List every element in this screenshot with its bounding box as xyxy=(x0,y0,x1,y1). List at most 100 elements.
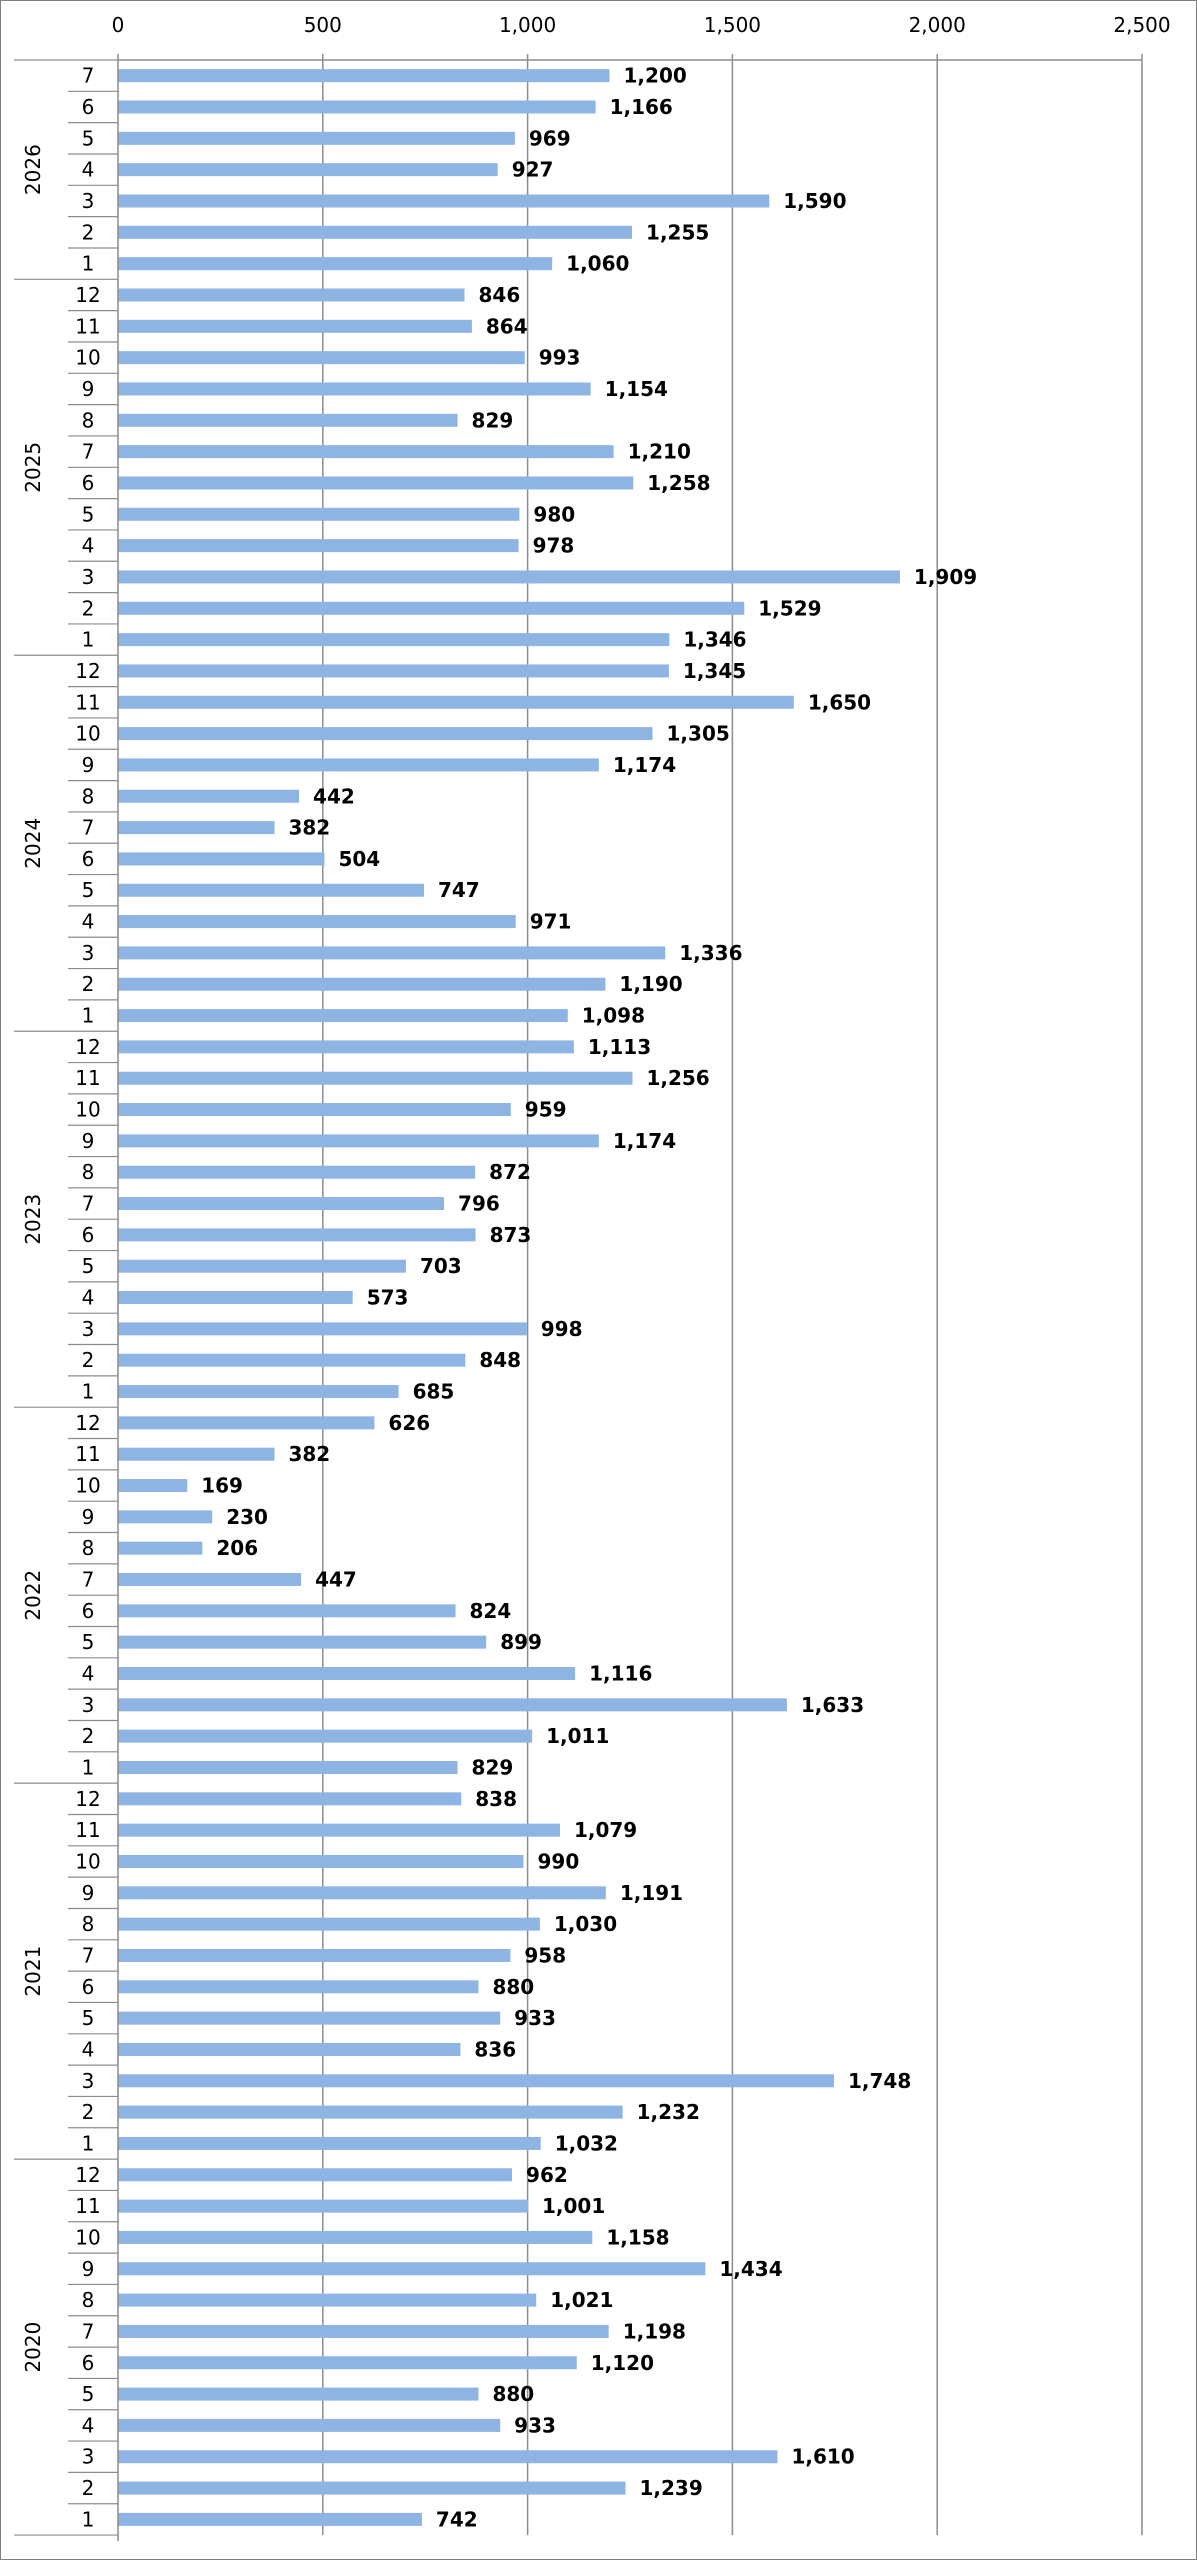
month-label: 2 xyxy=(82,2100,95,2124)
bar xyxy=(118,257,553,271)
bar xyxy=(118,1009,568,1023)
month-label: 9 xyxy=(82,377,95,401)
bar xyxy=(118,2042,461,2056)
data-label: 1,909 xyxy=(914,565,977,589)
month-label: 3 xyxy=(82,189,95,213)
data-label: 872 xyxy=(489,1160,531,1184)
month-label: 3 xyxy=(82,1693,95,1717)
data-label: 880 xyxy=(492,1975,534,1999)
data-label: 1,032 xyxy=(555,2131,618,2155)
data-label: 573 xyxy=(367,1286,409,1310)
month-label: 9 xyxy=(82,1881,95,1905)
bar xyxy=(118,852,325,866)
bar xyxy=(118,1604,456,1618)
month-label: 1 xyxy=(82,1755,95,1779)
x-tick-label: 500 xyxy=(304,13,342,37)
bar xyxy=(118,727,653,741)
bar xyxy=(118,2512,422,2526)
bar xyxy=(118,1134,599,1148)
bar xyxy=(118,2356,577,2370)
bars xyxy=(118,69,900,2526)
bar xyxy=(118,1635,487,1649)
month-label: 2 xyxy=(82,1724,95,1748)
x-tick-label: 2,000 xyxy=(909,13,966,37)
data-label: 990 xyxy=(538,1849,580,1873)
data-label: 1,174 xyxy=(613,753,676,777)
data-label: 848 xyxy=(479,1348,521,1372)
month-label: 5 xyxy=(82,1630,95,1654)
bar xyxy=(118,1197,445,1211)
data-label: 442 xyxy=(313,784,355,808)
month-label: 7 xyxy=(82,816,95,840)
data-label: 1,650 xyxy=(808,690,871,714)
month-label: 4 xyxy=(82,534,95,558)
data-label: 829 xyxy=(472,1755,514,1779)
month-label: 6 xyxy=(82,471,95,495)
month-label: 4 xyxy=(82,158,95,182)
data-label: 1,232 xyxy=(637,2100,700,2124)
bar xyxy=(118,915,516,929)
bar xyxy=(118,2199,529,2213)
bar xyxy=(118,319,472,333)
bar xyxy=(118,1228,476,1242)
gridlines: 0 500 1,000 1,500 2,000 2,500 xyxy=(112,13,1171,2536)
bar xyxy=(118,2105,623,2119)
data-label: 1,098 xyxy=(582,1004,645,1028)
month-label: 11 xyxy=(75,690,100,714)
bar xyxy=(118,1729,533,1743)
data-label: 1,198 xyxy=(623,2319,686,2343)
data-label: 1,336 xyxy=(679,941,742,965)
data-label: 169 xyxy=(201,1474,243,1498)
month-label: 2 xyxy=(82,220,95,244)
bar xyxy=(118,1510,213,1524)
bar xyxy=(118,946,666,960)
month-label: 9 xyxy=(82,1129,95,1153)
data-label: 1,154 xyxy=(605,377,668,401)
month-label: 11 xyxy=(75,1818,100,1842)
bar xyxy=(118,1792,462,1806)
data-label: 1,200 xyxy=(624,64,687,88)
data-label: 1,120 xyxy=(591,2351,654,2375)
month-label: 5 xyxy=(82,2382,95,2406)
data-label: 1,060 xyxy=(566,252,629,276)
data-label: 447 xyxy=(315,1568,357,1592)
bar xyxy=(118,1479,188,1493)
bar xyxy=(118,789,300,803)
year-label: 2020 xyxy=(21,2322,45,2373)
data-label: 1,256 xyxy=(646,1066,709,1090)
month-label: 2 xyxy=(82,972,95,996)
data-label: 1,633 xyxy=(801,1693,864,1717)
data-label: 1,158 xyxy=(606,2225,669,2249)
data-label: 824 xyxy=(470,1599,512,1623)
bar xyxy=(118,1666,576,1680)
data-label: 382 xyxy=(288,1442,330,1466)
x-tick-label: 1,500 xyxy=(704,13,761,37)
month-label: 10 xyxy=(75,346,100,370)
bar xyxy=(118,100,596,114)
data-label: 978 xyxy=(533,534,575,558)
month-label: 10 xyxy=(75,1098,100,1122)
bar xyxy=(118,194,770,208)
data-label: 1,239 xyxy=(639,2476,702,2500)
month-label: 2 xyxy=(82,2476,95,2500)
month-label: 4 xyxy=(82,910,95,934)
data-label: 962 xyxy=(526,2163,568,2187)
month-label: 5 xyxy=(82,1254,95,1278)
bar xyxy=(118,382,591,396)
data-label: 1,001 xyxy=(542,2194,605,2218)
data-label: 1,529 xyxy=(758,596,821,620)
month-label: 3 xyxy=(82,2445,95,2469)
month-label: 12 xyxy=(75,2163,100,2187)
data-label: 1,305 xyxy=(667,722,730,746)
bar xyxy=(118,664,669,678)
data-label: 873 xyxy=(490,1223,532,1247)
data-label: 927 xyxy=(512,158,554,182)
month-label: 5 xyxy=(82,126,95,150)
data-label: 703 xyxy=(420,1254,462,1278)
bar xyxy=(118,883,424,897)
category-axis: 7654321202612111098765432120251211109876… xyxy=(14,59,1142,2542)
data-label: 998 xyxy=(541,1317,583,1341)
month-label: 6 xyxy=(82,847,95,871)
bar xyxy=(118,601,745,615)
